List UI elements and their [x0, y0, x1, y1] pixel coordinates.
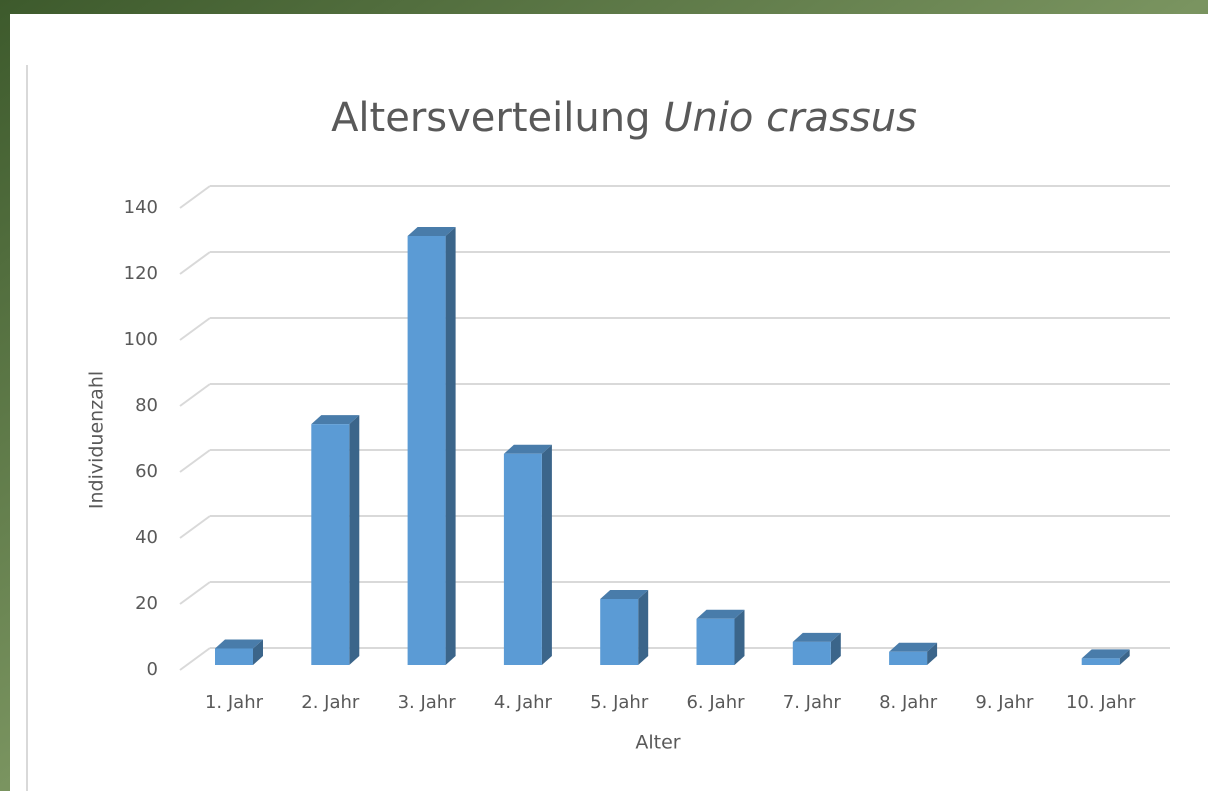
bar: [407, 227, 456, 665]
grid-line-side: [179, 317, 211, 341]
chart-title: Altersverteilung Unio crassus: [331, 95, 917, 141]
x-tick-label: 8. Jahr: [879, 692, 938, 713]
x-tick-label: 10. Jahr: [1066, 692, 1136, 713]
bar-top: [1081, 649, 1130, 659]
bar-top: [696, 609, 745, 619]
x-tick-label: 7. Jahr: [783, 692, 842, 713]
bar: [792, 632, 841, 665]
y-tick-label: 20: [135, 593, 158, 614]
bar-top: [215, 639, 263, 649]
grid-line-side: [179, 449, 211, 473]
bar-top: [311, 415, 360, 425]
grid-line-side: [179, 383, 211, 407]
bar-side: [349, 415, 360, 665]
x-tick-label: 9. Jahr: [975, 692, 1034, 713]
bar-side: [253, 639, 263, 665]
bar: [1081, 649, 1130, 665]
y-tick-label: 140: [124, 197, 158, 218]
bar-front: [600, 599, 639, 665]
x-tick-label: 3. Jahr: [398, 692, 457, 713]
bar-side: [1119, 649, 1130, 665]
y-tick-label: 100: [124, 329, 158, 350]
bar-front: [503, 453, 542, 665]
grid-line-side: [179, 251, 211, 275]
x-tick-label: 5. Jahr: [590, 692, 649, 713]
bar: [696, 609, 745, 665]
bar-front: [1081, 658, 1120, 665]
bar-side: [734, 609, 745, 665]
bar-side: [830, 632, 841, 665]
bar-front: [792, 641, 831, 665]
bar-top: [600, 590, 649, 599]
x-tick-label: 2. Jahr: [301, 692, 360, 713]
title-text: Altersverteilung: [331, 95, 650, 141]
bar-top: [792, 632, 841, 642]
bar-front: [215, 648, 253, 665]
y-tick-label: 120: [124, 263, 158, 284]
title-species: Unio crassus: [663, 95, 917, 141]
bar: [503, 444, 552, 665]
bar-top: [407, 227, 456, 236]
bar: [889, 642, 938, 665]
y-tick-label: 0: [147, 659, 158, 680]
bar: [311, 415, 360, 665]
bar-top: [889, 642, 938, 652]
x-tick-label: 1. Jahr: [205, 692, 264, 713]
x-tick-label: 4. Jahr: [494, 692, 553, 713]
bar-side: [927, 642, 938, 665]
bar-side: [541, 444, 552, 665]
y-tick-label: 80: [135, 395, 158, 416]
x-axis-title: Alter: [635, 732, 680, 754]
bar-front: [696, 618, 735, 665]
bar-side: [445, 227, 456, 665]
grid-line-side: [179, 647, 211, 671]
y-axis-title: Individuenzahl: [86, 371, 108, 509]
bar-front: [889, 651, 928, 665]
bar-front: [407, 236, 446, 665]
bar-side: [638, 590, 649, 665]
y-tick-label: 40: [135, 527, 158, 548]
bar-top: [503, 444, 552, 454]
grid-line-side: [179, 581, 211, 605]
bar: [215, 639, 263, 665]
y-tick-label: 60: [135, 461, 158, 482]
bar-front: [311, 424, 350, 665]
grid-line-side: [179, 515, 211, 539]
bar: [600, 590, 649, 665]
x-tick-label: 6. Jahr: [686, 692, 745, 713]
grid-line-side: [179, 185, 211, 209]
